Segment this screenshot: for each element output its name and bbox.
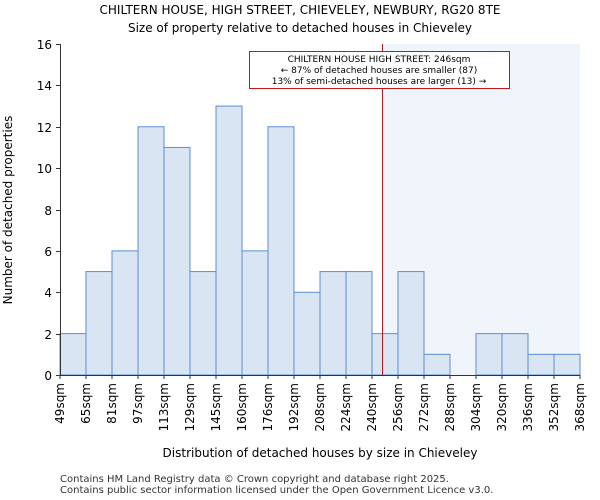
y-tick-label: 4 [44, 286, 52, 300]
bar-97sqm [137, 126, 165, 376]
x-tick-label: 288sqm [443, 383, 457, 431]
bar-256sqm [397, 271, 425, 376]
x-tick-label: 240sqm [365, 383, 379, 431]
bar-160sqm [241, 250, 269, 376]
x-tick-label: 81sqm [105, 383, 119, 424]
y-tick-label: 2 [44, 328, 52, 342]
bars-group [59, 105, 581, 376]
x-tick-label: 145sqm [209, 383, 223, 431]
x-tick-label: 320sqm [495, 383, 509, 431]
x-tick-label: 224sqm [339, 383, 353, 431]
bar-304sqm [475, 333, 503, 376]
x-tick-label: 176sqm [261, 383, 275, 431]
x-tick-label: 49sqm [53, 383, 67, 424]
bar-336sqm [527, 353, 555, 376]
x-tick-label: 113sqm [157, 383, 171, 431]
bar-208sqm [319, 271, 347, 376]
y-tick-label: 6 [44, 245, 52, 259]
bar-192sqm [293, 291, 321, 376]
bar-65sqm [85, 271, 113, 376]
annotation-line-1: CHILTERN HOUSE HIGH STREET: 246sqm [288, 55, 471, 65]
x-tick-label: 304sqm [469, 383, 483, 431]
bar-129sqm [189, 271, 217, 376]
y-tick-label: 12 [37, 121, 52, 135]
annotation-line-3: 13% of semi-detached houses are larger (… [272, 77, 487, 87]
chart-subtitle: Size of property relative to detached ho… [128, 21, 472, 35]
bar-320sqm [501, 333, 529, 376]
x-axis: 49sqm 65sqm 81sqm 97sqm 113sqm 129sqm 145sqm 16… [53, 375, 587, 431]
annotation-border [249, 51, 510, 89]
bar-240sqm [371, 333, 399, 376]
x-tick-label: 272sqm [417, 383, 431, 431]
y-tick-label: 0 [44, 369, 52, 383]
bar-176sqm [267, 126, 295, 376]
histogram-chart: CHILTERN HOUSE, HIGH STREET, CHIEVELEY, … [1, 3, 587, 460]
x-axis-label: Distribution of detached houses by size … [163, 446, 478, 460]
footer-copyright: Contains HM Land Registry data © Crown c… [60, 474, 449, 485]
x-tick-label: 336sqm [521, 383, 535, 431]
annotation-line-2: ← 87% of detached houses are smaller (87… [281, 66, 478, 76]
y-axis: 0 2 4 6 8 10 12 14 16 [37, 38, 61, 383]
bar-352sqm [553, 353, 581, 376]
bar-81sqm [111, 250, 139, 376]
y-axis-label: Number of detached properties [1, 116, 15, 305]
x-tick-label: 192sqm [287, 383, 301, 431]
x-tick-label: 208sqm [313, 383, 327, 431]
bar-145sqm [215, 105, 243, 376]
y-tick-label: 14 [37, 79, 52, 93]
x-tick-label: 97sqm [131, 383, 145, 424]
chart-title: CHILTERN HOUSE, HIGH STREET, CHIEVELEY, … [100, 3, 501, 17]
footer-licence: Contains public sector information licen… [60, 485, 494, 496]
bar-49sqm [59, 333, 87, 376]
bar-224sqm [345, 271, 373, 376]
x-tick-label: 368sqm [573, 383, 587, 431]
x-tick-label: 352sqm [547, 383, 561, 431]
y-tick-label: 8 [44, 204, 52, 218]
y-tick-label: 10 [37, 162, 52, 176]
x-tick-label: 129sqm [183, 383, 197, 431]
bar-113sqm [163, 146, 191, 376]
x-tick-label: 256sqm [391, 383, 405, 431]
x-tick-label: 160sqm [235, 383, 249, 431]
bar-272sqm [423, 353, 451, 376]
x-tick-label: 65sqm [79, 383, 93, 424]
y-tick-label: 16 [37, 38, 52, 52]
annotation-box: CHILTERN HOUSE HIGH STREET: 246sqm ← 87%… [249, 51, 510, 89]
